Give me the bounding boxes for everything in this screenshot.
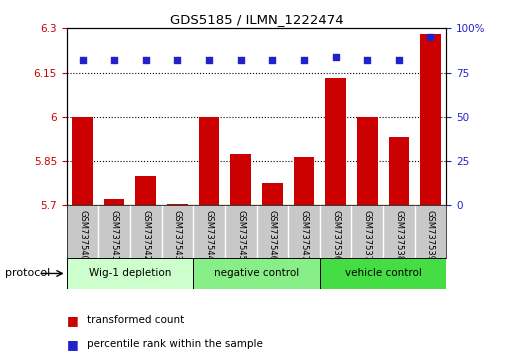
Point [268, 57, 277, 63]
Point [78, 57, 87, 63]
Text: transformed count: transformed count [87, 315, 185, 325]
Text: GSM737540: GSM737540 [78, 210, 87, 261]
Text: GSM737537: GSM737537 [363, 210, 372, 261]
Point [394, 57, 403, 63]
Point [205, 57, 213, 63]
Point [331, 54, 340, 59]
Text: GSM737543: GSM737543 [173, 210, 182, 261]
Bar [135, 176, 156, 205]
Bar [325, 79, 346, 205]
Point [363, 57, 371, 63]
Point [110, 57, 118, 63]
Bar [262, 183, 283, 205]
Bar [193, 258, 320, 289]
Bar [420, 34, 441, 205]
Bar [167, 204, 188, 205]
Text: percentile rank within the sample: percentile rank within the sample [87, 339, 263, 349]
Bar [293, 156, 314, 205]
Point [173, 57, 182, 63]
Text: ■: ■ [67, 338, 78, 350]
Text: GSM737546: GSM737546 [268, 210, 277, 261]
Bar [230, 154, 251, 205]
Text: negative control: negative control [214, 268, 299, 279]
Point [426, 34, 435, 40]
Bar [388, 137, 409, 205]
Bar [104, 199, 125, 205]
Text: GSM737538: GSM737538 [394, 210, 403, 261]
Point [236, 57, 245, 63]
Title: GDS5185 / ILMN_1222474: GDS5185 / ILMN_1222474 [170, 13, 343, 26]
Text: ■: ■ [67, 314, 78, 327]
Text: GSM737541: GSM737541 [110, 210, 119, 261]
Bar [320, 258, 446, 289]
Text: protocol: protocol [5, 268, 50, 279]
Text: GSM737539: GSM737539 [426, 210, 435, 261]
Text: Wig-1 depletion: Wig-1 depletion [89, 268, 171, 279]
Text: GSM737536: GSM737536 [331, 210, 340, 261]
Text: GSM737542: GSM737542 [141, 210, 150, 261]
Point [142, 57, 150, 63]
Bar [199, 117, 220, 205]
Bar [72, 117, 93, 205]
Text: GSM737545: GSM737545 [236, 210, 245, 261]
Point [300, 57, 308, 63]
Bar [357, 117, 378, 205]
Bar [67, 258, 193, 289]
Text: GSM737547: GSM737547 [300, 210, 308, 261]
Text: GSM737544: GSM737544 [205, 210, 213, 261]
Text: vehicle control: vehicle control [345, 268, 422, 279]
